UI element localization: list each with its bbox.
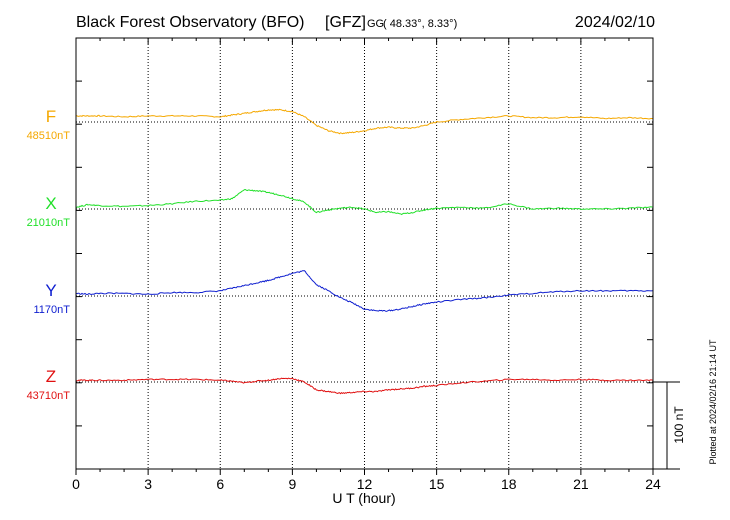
series-line-z xyxy=(75,377,654,395)
series-line-y xyxy=(75,270,654,312)
x-tick-label: 9 xyxy=(288,476,296,492)
chart-date: 2024/02/10 xyxy=(575,14,655,31)
x-tick-label: 15 xyxy=(429,476,445,492)
series-lines xyxy=(75,108,654,395)
grid-lines xyxy=(147,38,582,469)
baseline-lines xyxy=(76,121,653,383)
plotted-timestamp: Plotted at 2024/02/16 21:14 UT xyxy=(708,339,718,465)
x-tick-label: 3 xyxy=(144,476,152,492)
x-tick-label: 21 xyxy=(573,476,589,492)
series-labels: F 48510nT X 21010nT Y 1170nT Z 43710nT xyxy=(27,107,71,402)
institute-label: [GFZ] xyxy=(325,14,366,31)
series-name-z: Z xyxy=(46,367,56,386)
series-name-y: Y xyxy=(45,281,56,300)
series-line-x xyxy=(75,188,654,216)
x-tick-label: 18 xyxy=(501,476,517,492)
x-tick-label: 6 xyxy=(216,476,224,492)
series-baseline-label-z: 43710nT xyxy=(27,390,71,402)
x-tick-label: 0 xyxy=(72,476,80,492)
series-baseline-label-y: 1170nT xyxy=(34,304,71,316)
coordinate-system-label: GG xyxy=(367,18,384,30)
series-baseline-label-x: 21010nT xyxy=(27,217,71,229)
scale-bar-label: 100 nT xyxy=(672,406,686,444)
axis-ticks: 0 3 6 9 12 15 18 21 24 xyxy=(72,37,661,492)
x-axis-label: U T (hour) xyxy=(332,490,395,506)
series-baseline-label-f: 48510nT xyxy=(27,130,71,142)
x-tick-label: 24 xyxy=(645,476,661,492)
series-name-f: F xyxy=(46,107,56,126)
series-line-f xyxy=(75,108,653,135)
series-name-x: X xyxy=(45,194,56,213)
station-coordinates: ( 48.33°, 8.33°) xyxy=(383,18,457,30)
scale-bar xyxy=(653,381,680,470)
chart-title: Black Forest Observatory (BFO) xyxy=(76,14,305,31)
x-tick-label: 12 xyxy=(357,476,373,492)
